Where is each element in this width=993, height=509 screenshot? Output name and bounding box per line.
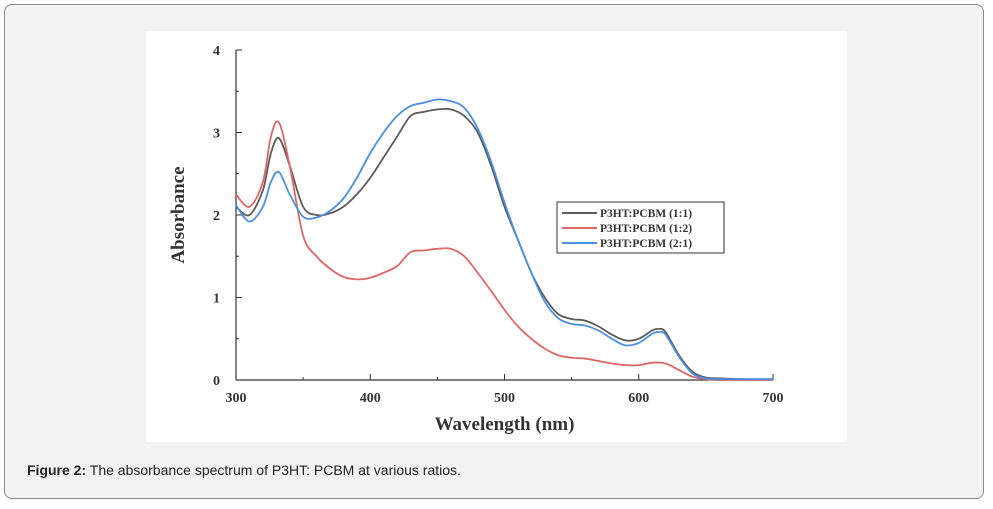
series-line-1 bbox=[235, 107, 774, 381]
caption-text: The absorbance spectrum of P3HT: PCBM at… bbox=[89, 462, 461, 478]
legend-label-1: P3HT:PCBM (1:1) bbox=[600, 208, 692, 220]
absorbance-chart: 300 400 500 600 700 0 1 2 3 4 Wavelength (nm) Absor… bbox=[168, 44, 784, 435]
y-axis-label: Absorbance bbox=[168, 166, 189, 263]
x-tick-label: 300 bbox=[226, 391, 247, 406]
figure-caption: Figure 2: The absorbance spectrum of P3H… bbox=[27, 462, 461, 478]
y-tick-label: 2 bbox=[213, 209, 220, 224]
caption-label: Figure 2: bbox=[27, 462, 87, 478]
y-tick-label: 1 bbox=[213, 292, 220, 307]
y-tick-label: 0 bbox=[213, 374, 220, 389]
series-line-2 bbox=[235, 120, 773, 381]
x-tick-label: 500 bbox=[494, 391, 515, 406]
y-tick-label: 3 bbox=[213, 127, 220, 142]
x-tick-label: 400 bbox=[360, 391, 381, 406]
y-tick-label: 4 bbox=[213, 44, 220, 59]
chart-area: 300 400 500 600 700 0 1 2 3 4 Wavelength (nm) Absor… bbox=[146, 31, 847, 442]
legend-label-3: P3HT:PCBM (2:1) bbox=[600, 238, 692, 250]
figure-card: 300 400 500 600 700 0 1 2 3 4 Wavelength (nm) Absor… bbox=[4, 4, 984, 499]
x-axis-label: Wavelength (nm) bbox=[435, 414, 575, 435]
x-tick-label: 700 bbox=[763, 391, 784, 406]
series-line-3 bbox=[235, 98, 773, 381]
x-tick-label: 600 bbox=[628, 391, 649, 406]
legend-label-2: P3HT:PCBM (1:2) bbox=[600, 223, 692, 235]
